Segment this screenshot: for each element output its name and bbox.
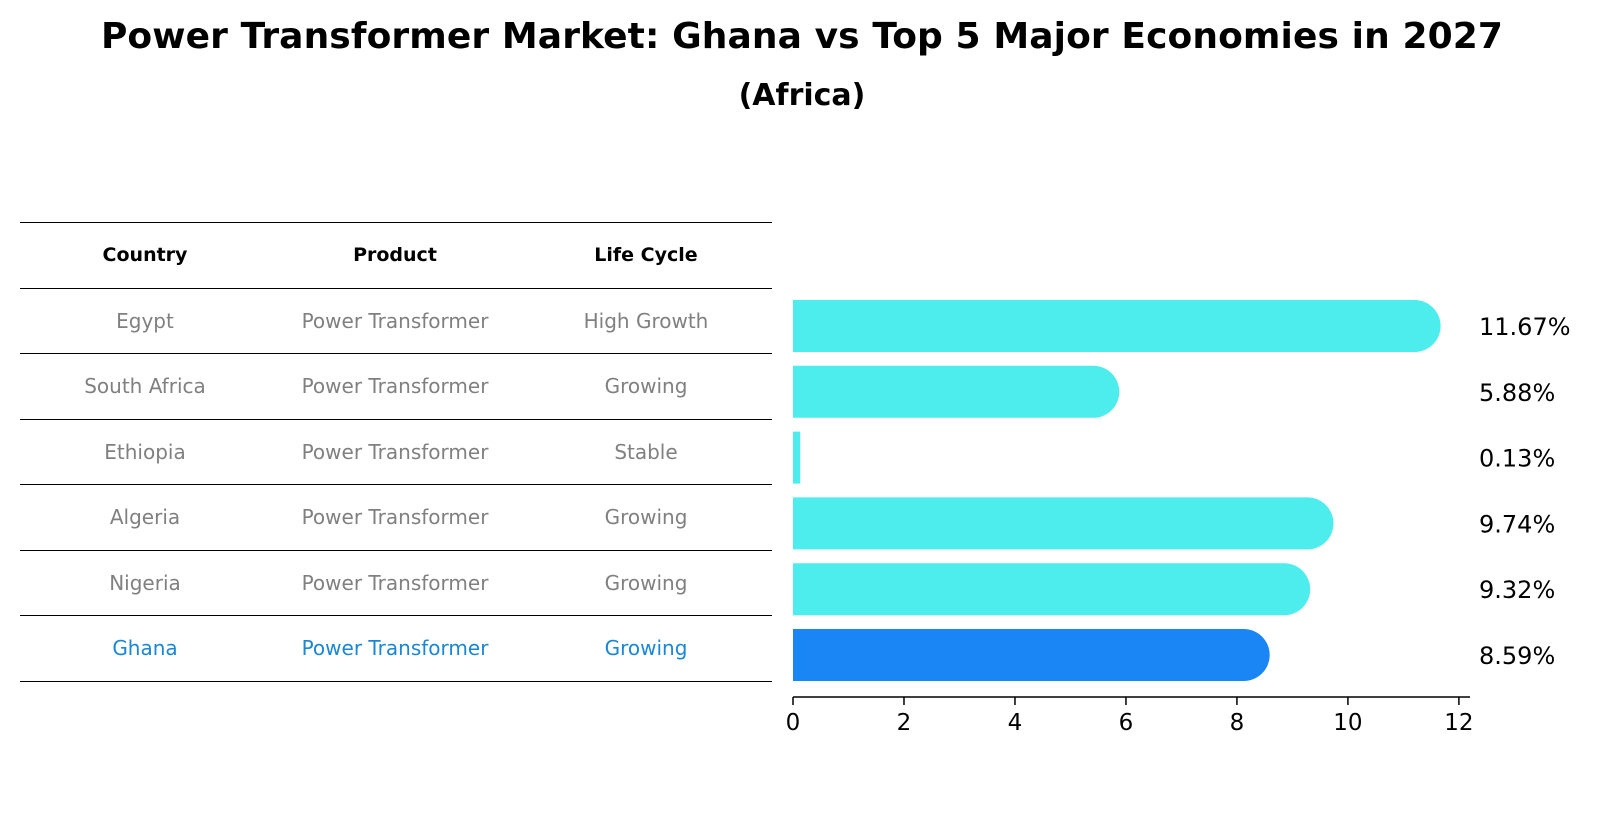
table-header-row: Country Product Life Cycle — [20, 223, 772, 289]
product-cell: Power Transformer — [301, 636, 489, 661]
country-cell: Nigeria — [109, 570, 181, 595]
chart-title: Power Transformer Market: Ghana vs Top 5… — [100, 16, 1504, 57]
table-row-nigeria: Nigeria Power Transformer Growing — [20, 551, 772, 616]
header-life-cycle: Life Cycle — [594, 244, 698, 267]
life-cycle-cell: Growing — [604, 636, 688, 661]
country-cell: Egypt — [116, 308, 174, 333]
header-product: Product — [353, 244, 437, 267]
life-cycle-cell: Stable — [614, 439, 678, 464]
bar-label-nigeria: 9.32% — [1479, 576, 1555, 604]
bar-egypt — [793, 300, 1441, 352]
country-table: Country Product Life Cycle Egypt Power T… — [20, 222, 772, 682]
table-row-egypt: Egypt Power Transformer High Growth — [20, 289, 772, 354]
country-cell: Algeria — [109, 505, 181, 530]
bar-algeria — [793, 497, 1334, 550]
product-cell: Power Transformer — [301, 570, 489, 595]
bar-label-egypt: 11.67% — [1479, 313, 1571, 341]
table-row-south-africa: South Africa Power Transformer Growing — [20, 354, 772, 420]
bar-ghana — [793, 629, 1270, 681]
bar-ethiopia — [793, 431, 801, 484]
country-cell: Ghana — [112, 636, 178, 661]
x-tick-label-8: 8 — [1230, 710, 1245, 736]
product-cell: Power Transformer — [301, 374, 489, 399]
life-cycle-cell: Growing — [604, 570, 688, 595]
country-cell: South Africa — [84, 374, 206, 399]
x-tick-label-12: 12 — [1444, 710, 1473, 736]
life-cycle-cell: Growing — [604, 374, 688, 399]
x-tick-label-4: 4 — [1008, 710, 1023, 736]
country-cell: Ethiopia — [104, 439, 186, 464]
x-tick-label-10: 10 — [1333, 710, 1362, 736]
bar-label-ghana: 8.59% — [1479, 642, 1555, 670]
bar-nigeria — [793, 563, 1311, 616]
chart-subtitle: (Africa) — [738, 78, 866, 113]
x-tick-label-0: 0 — [786, 710, 801, 736]
life-cycle-cell: High Growth — [583, 308, 709, 333]
bar-label-south-africa: 5.88% — [1479, 379, 1555, 407]
table-row-ethiopia: Ethiopia Power Transformer Stable — [20, 420, 772, 485]
bar-label-algeria: 9.74% — [1479, 510, 1555, 538]
product-cell: Power Transformer — [301, 439, 489, 464]
bar-label-ethiopia: 0.13% — [1479, 445, 1555, 473]
table-row-ghana: Ghana Power Transformer Growing — [20, 616, 772, 682]
life-cycle-cell: Growing — [604, 505, 688, 530]
header-country: Country — [102, 244, 188, 267]
bar-south-africa — [793, 365, 1120, 418]
product-cell: Power Transformer — [301, 505, 489, 530]
product-cell: Power Transformer — [301, 308, 489, 333]
x-tick-label-2: 2 — [897, 710, 912, 736]
x-tick-label-6: 6 — [1119, 710, 1134, 736]
table-row-algeria: Algeria Power Transformer Growing — [20, 485, 772, 551]
